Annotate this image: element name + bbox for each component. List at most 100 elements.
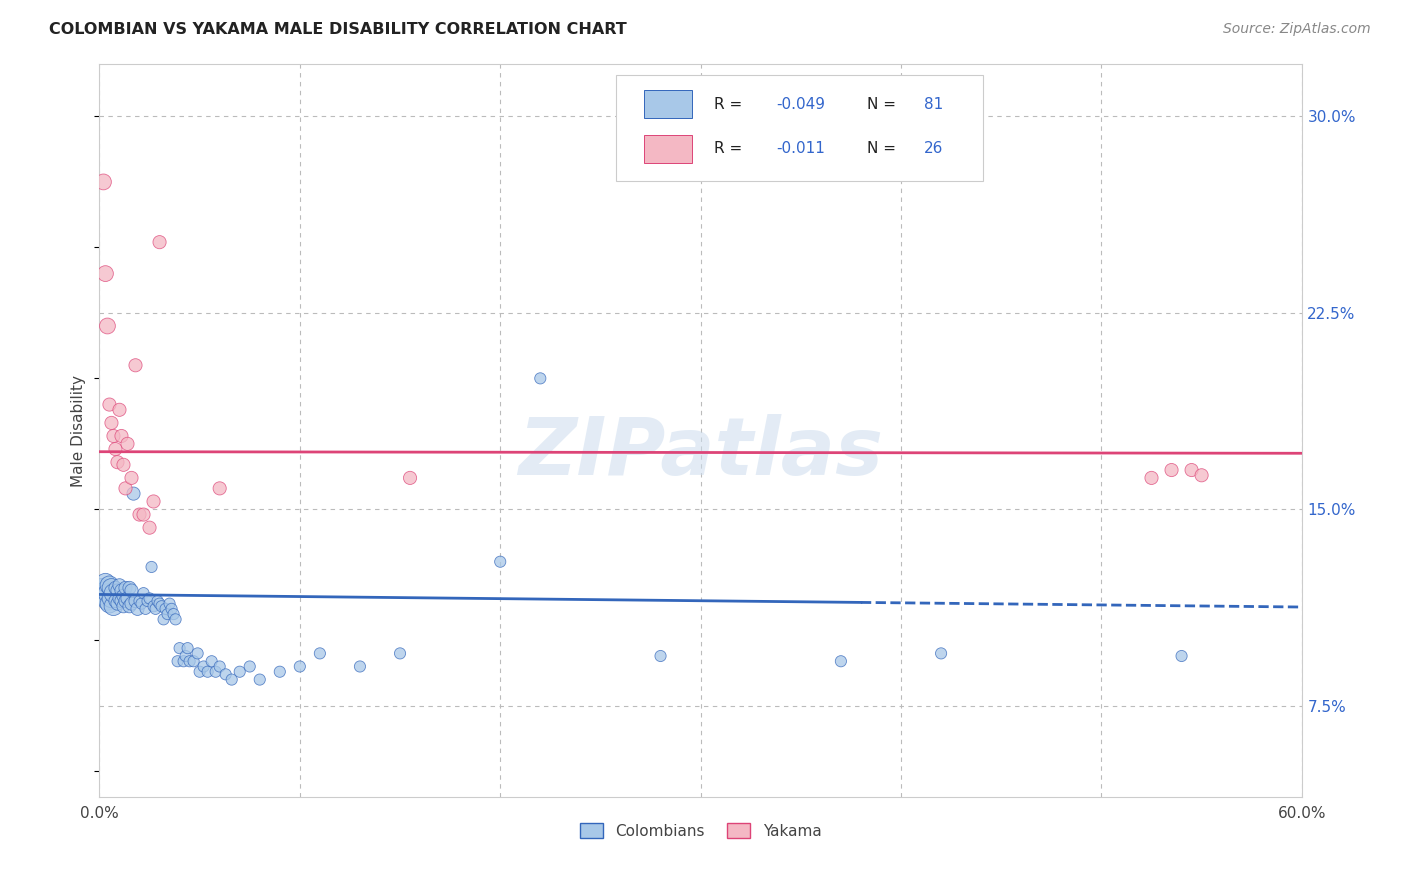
- Text: ZIPatlas: ZIPatlas: [519, 414, 883, 491]
- Point: [349, 659, 371, 673]
- Point: [124, 594, 146, 608]
- Point: [159, 597, 181, 611]
- Point: [1191, 468, 1213, 483]
- Point: [117, 437, 139, 451]
- Point: [112, 458, 135, 472]
- Point: [204, 665, 226, 679]
- Point: [269, 665, 291, 679]
- Point: [288, 659, 311, 673]
- Point: [107, 597, 129, 611]
- Point: [114, 482, 136, 496]
- Point: [118, 599, 141, 614]
- Point: [117, 591, 139, 606]
- Text: 81: 81: [924, 97, 943, 112]
- Point: [98, 398, 121, 412]
- Bar: [644, 90, 692, 119]
- FancyBboxPatch shape: [616, 75, 983, 181]
- Point: [399, 471, 422, 485]
- Point: [98, 597, 121, 611]
- Point: [93, 175, 115, 189]
- Point: [108, 591, 131, 606]
- Point: [148, 235, 170, 249]
- Point: [131, 597, 153, 611]
- Point: [132, 586, 155, 600]
- Text: -0.049: -0.049: [776, 97, 825, 112]
- Point: [249, 673, 271, 687]
- Point: [155, 602, 177, 616]
- Point: [1140, 471, 1163, 485]
- Y-axis label: Male Disability: Male Disability: [72, 375, 86, 487]
- Point: [114, 594, 136, 608]
- Point: [110, 583, 132, 598]
- Point: [142, 599, 165, 614]
- Bar: [644, 135, 692, 163]
- Point: [114, 581, 136, 595]
- Point: [122, 486, 145, 500]
- Point: [132, 508, 155, 522]
- Point: [173, 654, 195, 668]
- Point: [489, 555, 512, 569]
- Point: [145, 602, 167, 616]
- Point: [94, 267, 117, 281]
- Point: [110, 429, 132, 443]
- Point: [208, 482, 231, 496]
- Point: [146, 594, 169, 608]
- Text: COLOMBIAN VS YAKAMA MALE DISABILITY CORRELATION CHART: COLOMBIAN VS YAKAMA MALE DISABILITY CORR…: [49, 22, 627, 37]
- Point: [94, 575, 117, 590]
- Point: [148, 597, 170, 611]
- Point: [228, 665, 250, 679]
- Point: [152, 612, 174, 626]
- Point: [108, 578, 131, 592]
- Point: [121, 471, 143, 485]
- Text: -0.011: -0.011: [776, 142, 825, 156]
- Point: [165, 612, 187, 626]
- Point: [103, 599, 125, 614]
- Point: [188, 665, 211, 679]
- Point: [110, 594, 132, 608]
- Point: [529, 371, 551, 385]
- Point: [108, 402, 131, 417]
- Point: [104, 581, 127, 595]
- Point: [1160, 463, 1182, 477]
- Text: R =: R =: [714, 142, 747, 156]
- Point: [100, 591, 122, 606]
- Point: [104, 442, 127, 456]
- Point: [1180, 463, 1202, 477]
- Point: [193, 659, 215, 673]
- Point: [98, 578, 121, 592]
- Point: [128, 594, 150, 608]
- Point: [650, 648, 672, 663]
- Point: [929, 646, 952, 660]
- Point: [239, 659, 262, 673]
- Point: [127, 602, 149, 616]
- Point: [215, 667, 238, 681]
- Point: [166, 654, 188, 668]
- Point: [201, 654, 224, 668]
- Point: [221, 673, 243, 687]
- Point: [94, 583, 117, 598]
- Text: N =: N =: [866, 97, 900, 112]
- Point: [389, 646, 412, 660]
- Point: [179, 654, 201, 668]
- Point: [162, 607, 184, 621]
- Point: [103, 586, 125, 600]
- Point: [183, 654, 205, 668]
- Point: [100, 581, 122, 595]
- Text: N =: N =: [866, 142, 900, 156]
- Legend: Colombians, Yakama: Colombians, Yakama: [574, 816, 828, 845]
- Point: [138, 591, 160, 606]
- Point: [141, 560, 163, 574]
- Point: [107, 583, 129, 598]
- Point: [124, 358, 146, 372]
- Point: [112, 589, 135, 603]
- Point: [100, 416, 122, 430]
- Point: [1170, 648, 1192, 663]
- Point: [138, 521, 160, 535]
- Point: [197, 665, 219, 679]
- Point: [118, 581, 141, 595]
- Point: [104, 594, 127, 608]
- Point: [96, 318, 118, 333]
- Point: [112, 599, 135, 614]
- Point: [174, 648, 197, 663]
- Point: [96, 594, 118, 608]
